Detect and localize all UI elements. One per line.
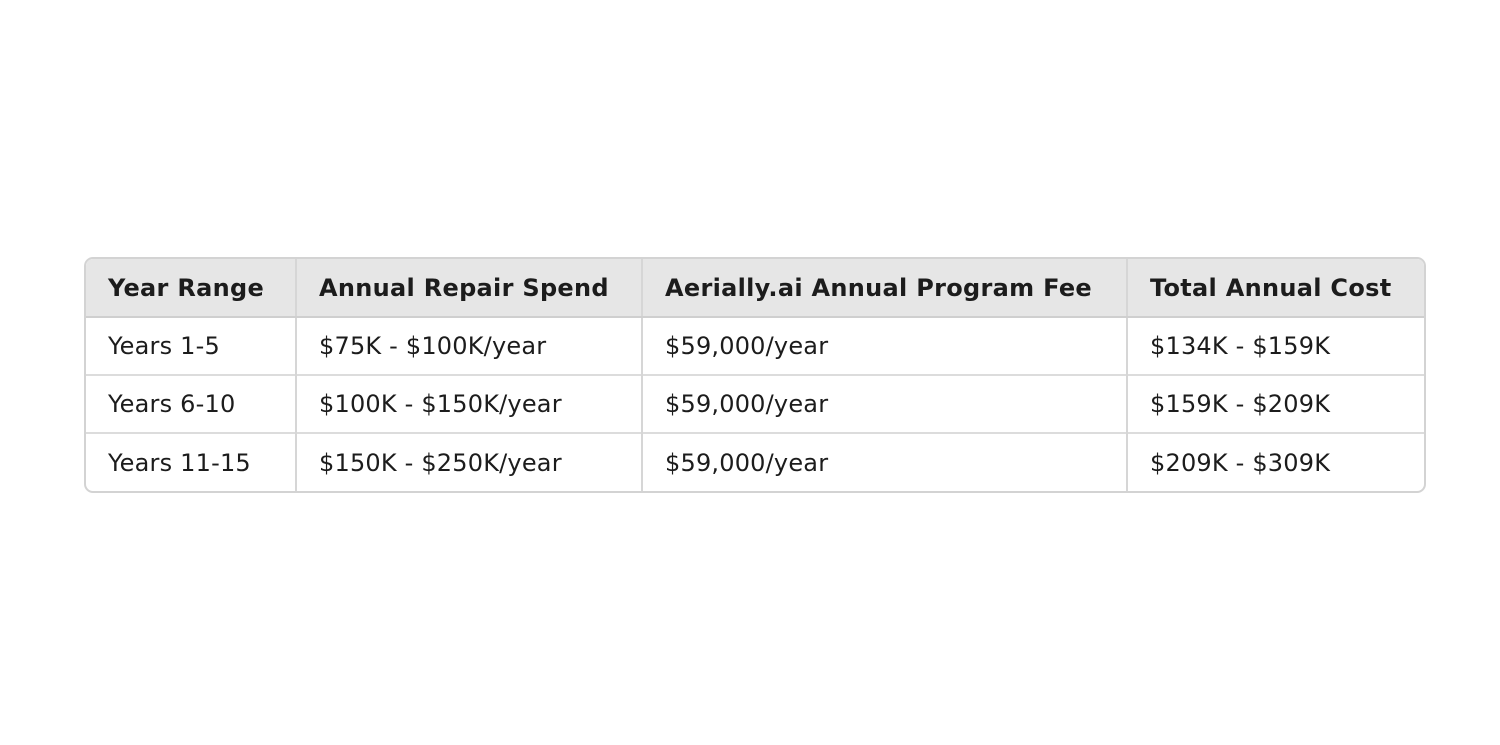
cost-comparison-table: Year Range Annual Repair Spend Aerially.… [84, 257, 1426, 493]
table-header: Year Range Annual Repair Spend Aerially.… [86, 259, 1424, 318]
cell-year-range: Years 6-10 [86, 374, 296, 433]
cell-program-fee: $59,000/year [641, 374, 1127, 433]
cell-annual-repair-spend: $75K - $100K/year [295, 317, 642, 375]
header-annual-repair-spend: Annual Repair Spend [295, 259, 642, 318]
header-year-range: Year Range [86, 259, 296, 318]
cell-annual-repair-spend: $150K - $250K/year [295, 432, 642, 491]
cell-total-annual-cost: $159K - $209K [1126, 374, 1424, 433]
cell-total-annual-cost: $134K - $159K [1126, 317, 1424, 375]
cell-year-range: Years 11-15 [86, 432, 296, 491]
cell-program-fee: $59,000/year [641, 317, 1127, 375]
table-body: Years 1-5 $75K - $100K/year $59,000/year… [86, 317, 1424, 491]
cell-total-annual-cost: $209K - $309K [1126, 432, 1424, 491]
header-total-annual-cost: Total Annual Cost [1126, 259, 1424, 318]
cell-year-range: Years 1-5 [108, 332, 220, 360]
table-row: Years 1-5 $75K - $100K/year $59,000/year… [86, 317, 1424, 375]
header-row: Year Range Annual Repair Spend Aerially.… [86, 259, 1424, 318]
table: Year Range Annual Repair Spend Aerially.… [86, 259, 1424, 491]
cell-program-fee: $59,000/year [641, 432, 1127, 491]
table-row: Years 11-15 $150K - $250K/year $59,000/y… [86, 432, 1424, 491]
cell-annual-repair-spend: $100K - $150K/year [295, 374, 642, 433]
header-program-fee: Aerially.ai Annual Program Fee [641, 259, 1127, 318]
table-row: Years 6-10 $100K - $150K/year $59,000/ye… [86, 374, 1424, 433]
